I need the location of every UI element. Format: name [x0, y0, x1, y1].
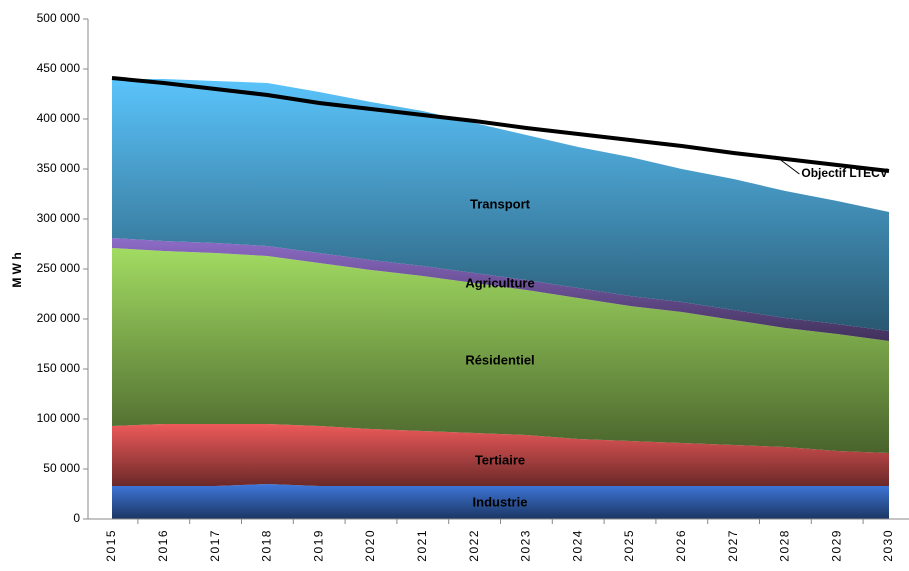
- y-tick-label: 400 000: [37, 111, 81, 125]
- area-label: Industrie: [473, 494, 528, 509]
- x-tick-label: 2019: [311, 529, 325, 562]
- y-tick-label: 200 000: [37, 311, 81, 325]
- area-label: Tertiaire: [475, 452, 525, 467]
- area: [112, 79, 889, 331]
- target-line: [111, 76, 890, 173]
- y-axis-label: M W h: [10, 252, 24, 287]
- y-tick-label: 350 000: [37, 161, 81, 175]
- y-tick-label: 0: [73, 511, 80, 525]
- x-tick-label: 2028: [778, 529, 792, 562]
- y-tick-label: 450 000: [37, 61, 81, 75]
- callout-line: [775, 155, 800, 175]
- y-tick-label: 50 000: [43, 461, 80, 475]
- area: [112, 248, 889, 453]
- x-tick-label: 2024: [570, 529, 584, 562]
- x-tick-label: 2021: [415, 529, 429, 562]
- y-tick-label: 150 000: [37, 361, 81, 375]
- x-tick-label: 2017: [208, 529, 222, 562]
- x-tick-label: 2026: [674, 529, 688, 562]
- x-tick-label: 2025: [622, 529, 636, 562]
- area: [112, 424, 889, 486]
- y-tick-label: 250 000: [37, 261, 81, 275]
- x-tick-label: 2022: [467, 529, 481, 562]
- y-tick-label: 300 000: [37, 211, 81, 225]
- x-tick-label: 2027: [726, 529, 740, 562]
- x-tick-label: 2020: [363, 529, 377, 562]
- x-tick-label: 2023: [519, 529, 533, 562]
- area: [112, 238, 889, 341]
- x-tick-label: 2029: [829, 529, 843, 562]
- x-tick-label: 2018: [260, 529, 274, 562]
- area: [112, 484, 889, 519]
- area-label: Transport: [470, 196, 531, 211]
- x-tick-label: 2016: [156, 529, 170, 562]
- area-label: Résidentiel: [465, 352, 534, 367]
- y-tick-label: 500 000: [37, 11, 81, 25]
- x-tick-label: 2015: [104, 529, 118, 562]
- area-label: Agriculture: [465, 275, 534, 290]
- x-tick-label: 2030: [881, 529, 895, 562]
- line-label: Objectif LTECV: [801, 166, 887, 180]
- y-tick-label: 100 000: [37, 411, 81, 425]
